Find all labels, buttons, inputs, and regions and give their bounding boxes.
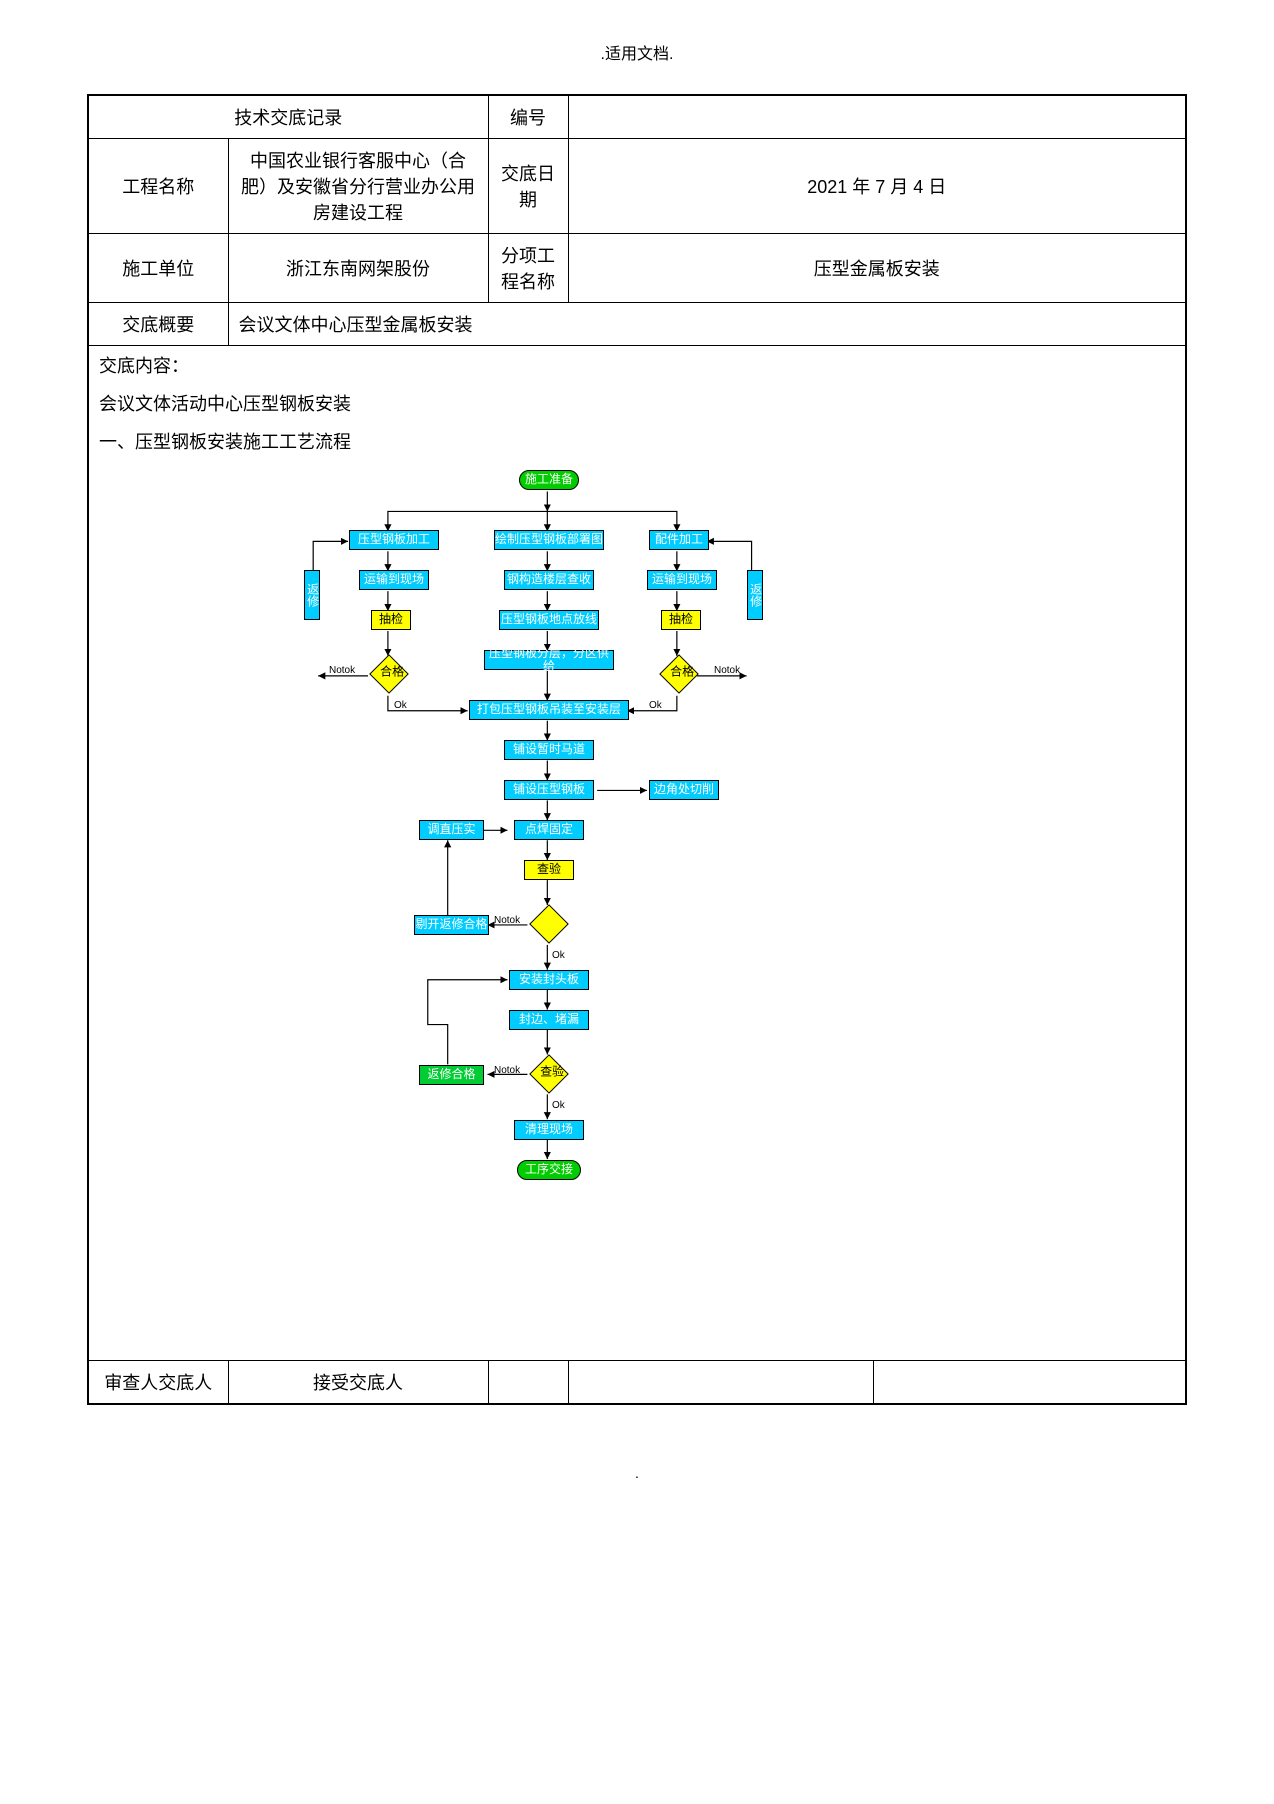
date-value: 2021 年 7 月 4 日 bbox=[568, 139, 1186, 234]
sub-value: 压型金属板安装 bbox=[568, 234, 1186, 303]
label-ok-2: Ok bbox=[552, 1100, 565, 1111]
number-value bbox=[568, 95, 1186, 139]
node-side3: 剔开返修合格 bbox=[414, 915, 489, 935]
node-l2: 运输到现场 bbox=[359, 570, 429, 590]
node-c10: 安装封头板 bbox=[509, 970, 589, 990]
node-rret: 返修 bbox=[747, 570, 763, 620]
node-c7: 铺设压型钢板 bbox=[504, 780, 594, 800]
date-label: 交底日期 bbox=[488, 139, 568, 234]
unit-label: 施工单位 bbox=[88, 234, 228, 303]
flowchart: 施工准备 压型钢板加工 绘制压型钢板部署图 配件加工 运输到现场 钢构造楼层查收… bbox=[89, 460, 1185, 1360]
node-r1: 配件加工 bbox=[649, 530, 709, 550]
node-c1: 绘制压型钢板部署图 bbox=[494, 530, 604, 550]
label-notok-r: Notok bbox=[714, 665, 740, 676]
label-ok-1: Ok bbox=[552, 950, 565, 961]
node-c13: 清理现场 bbox=[514, 1120, 584, 1140]
node-start: 施工准备 bbox=[519, 470, 579, 490]
node-ld: 合格 bbox=[369, 654, 409, 694]
node-l1: 压型钢板加工 bbox=[349, 530, 439, 550]
sub-label: 分项工程名称 bbox=[488, 234, 568, 303]
project-label: 工程名称 bbox=[88, 139, 228, 234]
content-line1: 会议文体活动中心压型钢板安装 bbox=[89, 384, 1185, 422]
summary-value: 会议文体中心压型金属板安装 bbox=[228, 303, 1186, 346]
node-c11: 封边、堵漏 bbox=[509, 1010, 589, 1030]
unit-value: 浙江东南网架股份 bbox=[228, 234, 488, 303]
summary-label: 交底概要 bbox=[88, 303, 228, 346]
content-label: 交底内容： bbox=[89, 346, 1185, 384]
content-line2: 一、压型钢板安装施工工艺流程 bbox=[89, 422, 1185, 460]
node-lret: 返修 bbox=[304, 570, 320, 620]
number-label: 编号 bbox=[488, 95, 568, 139]
label-notok-l: Notok bbox=[329, 665, 355, 676]
flow-edges bbox=[89, 460, 1185, 1360]
reviewer-label: 审查人交底人 bbox=[88, 1361, 228, 1405]
node-c9: 查验 bbox=[524, 860, 574, 880]
diamond-c12: 查验 bbox=[529, 1054, 569, 1094]
footer: . bbox=[87, 1465, 1187, 1481]
page-header: .适用文档. bbox=[87, 40, 1187, 64]
node-side1: 边角处切削 bbox=[649, 780, 719, 800]
node-c2: 钢构造楼层查收 bbox=[504, 570, 594, 590]
diamond-c9 bbox=[529, 904, 569, 944]
node-c3: 压型钢板地点放线 bbox=[499, 610, 599, 630]
node-c8: 点焊固定 bbox=[514, 820, 584, 840]
node-c6: 铺设暂时马道 bbox=[504, 740, 594, 760]
node-r2: 运输到现场 bbox=[647, 570, 717, 590]
node-r3: 抽检 bbox=[661, 610, 701, 630]
label-ok-l: Ok bbox=[394, 700, 407, 711]
project-value: 中国农业银行客服中心（合肥）及安徽省分行营业办公用房建设工程 bbox=[228, 139, 488, 234]
label-notok-2: Notok bbox=[494, 1065, 520, 1076]
node-c4: 压型钢板分层，分区供给 bbox=[484, 650, 614, 670]
node-l3: 抽检 bbox=[371, 610, 411, 630]
node-c5: 打包压型钢板吊装至安装层 bbox=[469, 700, 629, 720]
receiver-label: 接受交底人 bbox=[228, 1361, 488, 1405]
title: 技术交底记录 bbox=[88, 95, 488, 139]
label-notok-1: Notok bbox=[494, 915, 520, 926]
node-end: 工序交接 bbox=[517, 1160, 581, 1180]
node-rd: 合格 bbox=[659, 654, 699, 694]
record-table: 技术交底记录 编号 工程名称 中国农业银行客服中心（合肥）及安徽省分行营业办公用… bbox=[87, 94, 1187, 1405]
node-side2: 调直压实 bbox=[419, 820, 484, 840]
label-ok-r: Ok bbox=[649, 700, 662, 711]
node-side4: 返修合格 bbox=[419, 1065, 484, 1085]
